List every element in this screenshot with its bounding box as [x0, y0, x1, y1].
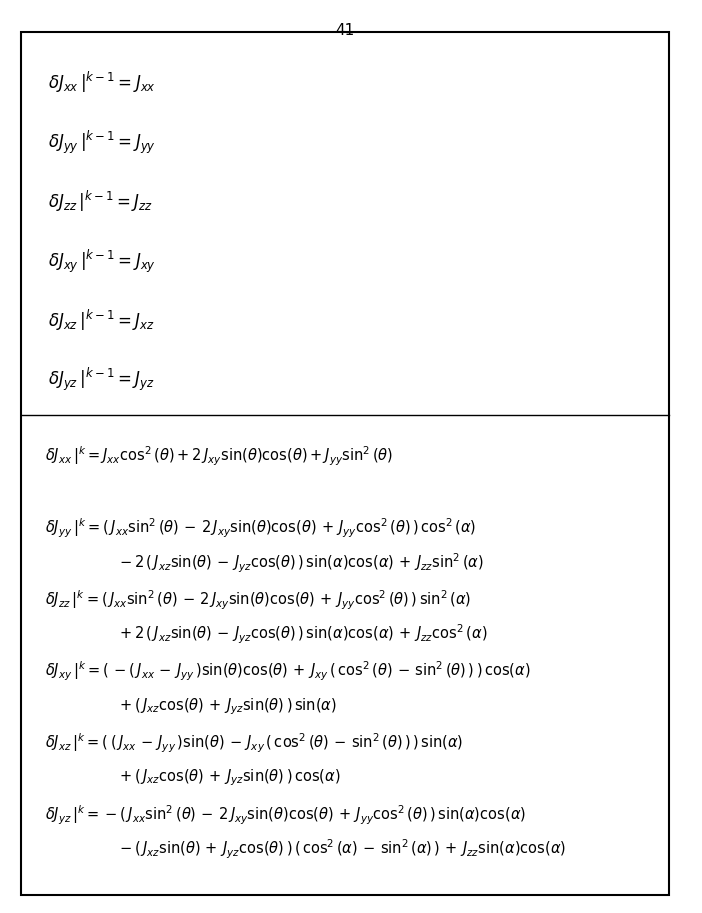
Text: $\delta J_{zz}\,|^{k} = (\,J_{xx}\sin^2(\theta)\,-\,2\,J_{xy}\sin(\theta)\cos(\t: $\delta J_{zz}\,|^{k} = (\,J_{xx}\sin^2(… [45, 588, 471, 612]
Text: $\delta J_{yy}\,|^{k-1} = J_{yy}$: $\delta J_{yy}\,|^{k-1} = J_{yy}$ [48, 129, 157, 156]
Text: $\delta J_{yy}\,|^{k} = (\,J_{xx}\sin^2(\theta)\,-\,2\,J_{xy}\sin(\theta)\cos(\t: $\delta J_{yy}\,|^{k} = (\,J_{xx}\sin^2(… [45, 517, 476, 540]
Text: $\delta J_{xz}\,|^{k} = (\,(\,J_{xx}\,-\,J_{yy}\,)\sin(\theta)\,-\,J_{xy}\,(\,\c: $\delta J_{xz}\,|^{k} = (\,(\,J_{xx}\,-\… [45, 731, 463, 755]
Text: $\quad\quad\quad\quad\quad + 2\,(\,J_{xz}\sin(\theta)\,-\,J_{yz}\cos(\theta)\,)\: $\quad\quad\quad\quad\quad + 2\,(\,J_{xz… [45, 623, 487, 646]
Text: $\delta J_{xz}\,|^{k-1} = J_{xz}$: $\delta J_{xz}\,|^{k-1} = J_{xz}$ [48, 308, 154, 333]
Text: $\delta J_{xx}\,|^{k-1} = J_{xx}$: $\delta J_{xx}\,|^{k-1} = J_{xx}$ [48, 70, 157, 96]
Text: $\quad\quad\quad\quad\quad -(\,J_{xz}\sin(\theta)\,+\,J_{yz}\cos(\theta)\,)\,(\,: $\quad\quad\quad\quad\quad -(\,J_{xz}\si… [45, 838, 566, 861]
Text: $\delta J_{xy}\,|^{k-1} = J_{xy}$: $\delta J_{xy}\,|^{k-1} = J_{xy}$ [48, 247, 157, 275]
Text: $\delta J_{yz}\,|^{k-1} = J_{yz}$: $\delta J_{yz}\,|^{k-1} = J_{yz}$ [48, 366, 154, 394]
Text: $\quad\quad\quad\quad\quad + (\,J_{xz}\cos(\theta)\,+\,J_{yz}\sin(\theta)\,)\,\s: $\quad\quad\quad\quad\quad + (\,J_{xz}\c… [45, 696, 336, 717]
Text: $\delta J_{zz}\,|^{k-1} = J_{zz}$: $\delta J_{zz}\,|^{k-1} = J_{zz}$ [48, 189, 153, 215]
Text: $\delta J_{xx}\,|^{k} = J_{xx}\cos^2(\theta)  +  2\,J_{xy}\sin(\theta)\cos(\thet: $\delta J_{xx}\,|^{k} = J_{xx}\cos^2(\th… [45, 446, 393, 468]
Text: $\delta J_{xy}\,|^{k} = (\,-(\,J_{xx}\,-\,J_{yy}\,)\sin(\theta)\cos(\theta)\,+\,: $\delta J_{xy}\,|^{k} = (\,-(\,J_{xx}\,-… [45, 660, 530, 683]
Text: 41: 41 [335, 23, 355, 37]
FancyBboxPatch shape [20, 32, 669, 895]
Text: $\delta J_{yz}\,|^{k} = -(\,J_{xx}\sin^2(\theta)\,-\,2\,J_{xy}\sin(\theta)\cos(\: $\delta J_{yz}\,|^{k} = -(\,J_{xx}\sin^2… [45, 803, 526, 826]
Text: $\quad\quad\quad\quad\quad + (\,J_{xz}\cos(\theta)\,+\,J_{yz}\sin(\theta)\,)\,\c: $\quad\quad\quad\quad\quad + (\,J_{xz}\c… [45, 768, 340, 788]
Text: $\quad\quad\quad\quad\quad - 2\,(\,J_{xz}\sin(\theta)\,-\,J_{yz}\cos(\theta)\,)\: $\quad\quad\quad\quad\quad - 2\,(\,J_{xz… [45, 551, 484, 575]
